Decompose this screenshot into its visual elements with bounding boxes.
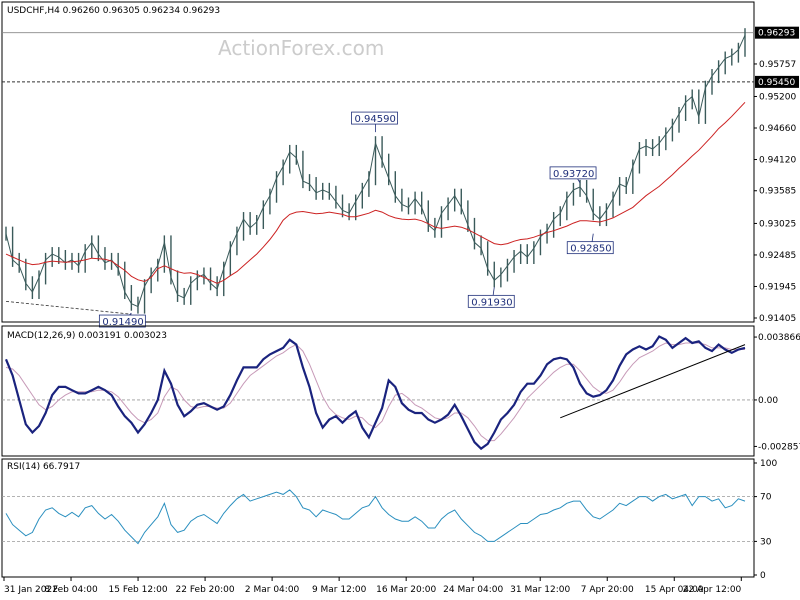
x-tick-label: 24 Mar 04:00 — [443, 585, 503, 595]
rsi-tick-label: 100 — [760, 459, 777, 469]
macd-tick-label: 0.00 — [758, 396, 778, 406]
price-bars — [5, 28, 746, 314]
moving-average — [5, 101, 746, 284]
annotation-box — [549, 166, 597, 180]
price-tick-label: 0.93585 — [759, 187, 796, 197]
price-tick-label: 0.94120 — [759, 156, 796, 166]
x-tick-label: 8 Feb 04:00 — [44, 585, 98, 595]
annotation-box — [351, 111, 398, 125]
macd-tick-label: -0.002857 — [758, 442, 800, 452]
price-panel: ActionForex.com USDCHF,H4 0.96260 0.9630… — [1, 1, 799, 328]
price-tick-label: 0.91945 — [759, 282, 796, 292]
macd-panel-frame — [1, 325, 755, 457]
annotation-label: 0.91490 — [102, 317, 143, 328]
price-level-lines: 0.96293 0.95450 — [2, 26, 799, 88]
rsi-panel-frame — [1, 458, 755, 578]
rsi-panel: RSI(14) 66.7917 100 70 30 0 — [1, 458, 777, 581]
level-label: 0.95450 — [758, 78, 795, 88]
moving-average-line — [5, 101, 746, 284]
level-label-box — [755, 75, 799, 88]
macd-tick-label: 0.003866 — [758, 333, 800, 343]
price-y-axis: 0.95757 0.95200 0.94660 0.94120 0.93585 0.930… — [754, 60, 796, 324]
rsi-tick-label: 70 — [760, 493, 772, 503]
price-panel-frame — [1, 1, 755, 323]
price-title: USDCHF,H4 0.96260 0.96305 0.96234 0.9629… — [7, 6, 220, 16]
x-tick-label: 16 Mar 20:00 — [376, 585, 436, 595]
x-tick-label: 15 Feb 12:00 — [109, 585, 168, 595]
price-support-line — [5, 300, 132, 315]
annotation-box — [98, 314, 146, 328]
x-tick-label: 2 Mar 04:00 — [245, 585, 300, 595]
signal-line — [5, 342, 745, 442]
price-close-line — [5, 34, 746, 308]
macd-panel: MACD(12,26,9) 0.003191 0.003023 0.003866… — [1, 325, 800, 457]
price-annotations: 0.91490 0.94590 0.91930 0.93720 0.92850 — [98, 111, 614, 328]
x-tick-label: 15 Apr 04:00 — [645, 585, 704, 595]
annotation-box — [566, 241, 614, 255]
rsi-line — [5, 489, 746, 545]
price-tick-label: 0.91405 — [759, 314, 796, 324]
x-tick-label: 7 Apr 20:00 — [581, 585, 634, 595]
x-tick-label: 31 Jan 2022 — [4, 585, 58, 595]
rsi-y-axis: 100 70 30 0 — [2, 459, 777, 581]
level-label-box — [755, 26, 799, 39]
price-tick-label: 0.92485 — [759, 251, 796, 261]
annotation-label: 0.91930 — [471, 297, 512, 308]
macd-lines — [4, 335, 746, 451]
x-tick-label: 9 Mar 12:00 — [312, 585, 367, 595]
rsi-lines — [5, 489, 746, 545]
price-tick-label: 0.94660 — [759, 124, 796, 134]
annotation-label: 0.93720 — [553, 169, 594, 180]
x-tick-label: 22 Apr 12:00 — [683, 585, 742, 595]
annotation-box — [467, 294, 515, 308]
annotation-label: 0.94590 — [355, 114, 396, 125]
watermark: ActionForex.com — [218, 36, 384, 60]
x-tick-label: 31 Mar 12:00 — [510, 585, 570, 595]
macd-title: MACD(12,26,9) 0.003191 0.003023 — [7, 331, 167, 341]
price-tick-label: 0.95200 — [759, 92, 796, 102]
rsi-tick-label: 0 — [760, 571, 766, 581]
x-tick-label: 22 Feb 20:00 — [176, 585, 235, 595]
level-label: 0.96293 — [758, 29, 795, 39]
macd-trendline — [560, 344, 746, 419]
support-line — [5, 300, 132, 315]
price-tick-label: 0.93025 — [759, 219, 796, 229]
price-tick-label: 0.95757 — [759, 60, 796, 70]
rsi-title: RSI(14) 66.7917 — [7, 462, 80, 472]
macd-line — [4, 335, 746, 451]
annotation-label: 0.92850 — [570, 244, 611, 255]
macd-y-axis: 0.003866 0.00 -0.002857 — [2, 333, 800, 452]
rsi-tick-label: 30 — [760, 537, 772, 547]
